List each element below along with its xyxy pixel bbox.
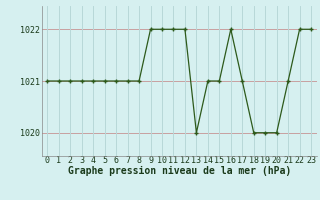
X-axis label: Graphe pression niveau de la mer (hPa): Graphe pression niveau de la mer (hPa): [68, 166, 291, 176]
